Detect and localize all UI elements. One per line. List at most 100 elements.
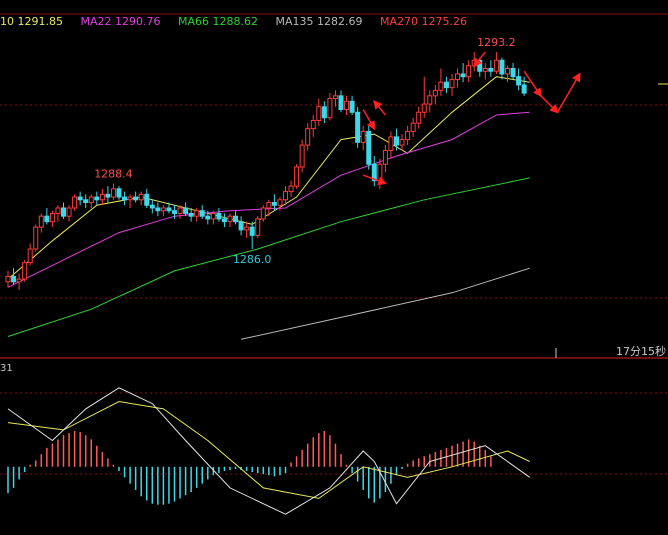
legend-ma10: 10 1291.85 xyxy=(0,15,67,28)
candle-body xyxy=(360,130,366,143)
candle-body xyxy=(521,84,527,94)
candle-body xyxy=(99,193,105,201)
legend-ma270-value: 1275.26 xyxy=(421,15,468,28)
candle-body xyxy=(399,139,405,146)
candle-body xyxy=(510,67,516,78)
legend-ma10-value: 1291.85 xyxy=(17,15,64,28)
legend-ma66: MA66 1288.62 xyxy=(178,15,262,28)
candle-body xyxy=(371,163,377,182)
candle-body xyxy=(44,215,50,223)
legend-ma22-value: 1290.76 xyxy=(115,15,161,28)
candle-body xyxy=(310,119,316,130)
trend-arrow xyxy=(473,51,486,68)
candle-body xyxy=(283,191,288,201)
candle-body xyxy=(344,100,350,111)
candle-body xyxy=(238,221,244,231)
candle-body xyxy=(133,196,139,201)
candle-body xyxy=(116,188,122,198)
candle-body xyxy=(183,207,189,214)
candle-body xyxy=(194,210,200,217)
ma-legend: 10 1291.85 MA22 1290.76 MA66 1288.62 MA1… xyxy=(0,14,481,30)
candle-body xyxy=(277,199,283,206)
candle-body xyxy=(438,81,444,91)
legend-ma270-label: MA270 xyxy=(380,15,419,28)
candle-body xyxy=(221,218,227,223)
candle-body xyxy=(94,196,100,201)
candle-body xyxy=(299,144,305,168)
candle-body xyxy=(233,215,239,223)
legend-ma22-label: MA22 xyxy=(80,15,112,28)
candle-body xyxy=(227,215,233,223)
candle-body xyxy=(443,81,449,89)
candle-body xyxy=(22,262,28,280)
candle-body xyxy=(72,196,78,209)
candle-body xyxy=(271,202,277,206)
candle-body xyxy=(421,103,427,113)
candle-body xyxy=(482,67,488,72)
candle-body xyxy=(332,95,338,100)
candle-body xyxy=(294,166,300,187)
oscillator-label: 31 xyxy=(0,363,13,374)
candle-body xyxy=(338,95,344,111)
candle-body xyxy=(349,100,355,113)
legend-ma22: MA22 1290.76 xyxy=(81,15,165,28)
candle-body xyxy=(321,106,327,119)
candle-body xyxy=(55,207,61,214)
legend-ma10-label: 10 xyxy=(0,15,14,28)
ma-line-1 xyxy=(7,111,530,288)
candle-body xyxy=(455,73,461,80)
candle-body xyxy=(488,67,494,72)
price-annotations: 1288.4 1286.0 1293.2 xyxy=(94,36,515,266)
candle-body xyxy=(27,248,33,264)
candle-body xyxy=(466,65,472,78)
candle-body xyxy=(366,130,372,165)
candle-body xyxy=(244,226,250,231)
legend-ma135: MA135 1282.69 xyxy=(276,15,367,28)
candle-body xyxy=(449,78,455,89)
trend-arrow xyxy=(523,70,542,98)
candle-body xyxy=(410,122,416,132)
candle-body xyxy=(477,59,483,72)
candle-body xyxy=(144,193,150,206)
candle-body xyxy=(160,207,166,212)
candle-body xyxy=(122,196,128,201)
bar-countdown-label: 17分15秒 xyxy=(616,345,666,358)
candle-body xyxy=(382,150,388,165)
legend-ma270: MA270 1275.26 xyxy=(380,15,467,28)
candle-body xyxy=(460,73,466,78)
candle-body xyxy=(149,204,155,209)
ma-line-3 xyxy=(240,267,530,340)
candle-body xyxy=(305,128,311,146)
price-annotation-1: 1286.0 xyxy=(233,253,272,266)
candle-body xyxy=(110,188,116,198)
candle-body xyxy=(155,207,161,212)
candle-body xyxy=(199,210,205,217)
legend-ma66-label: MA66 xyxy=(178,15,210,28)
candle-body xyxy=(61,207,66,217)
candle-body xyxy=(255,218,261,236)
candlesticks xyxy=(5,52,527,291)
candle-body xyxy=(33,226,39,250)
legend-ma135-label: MA135 xyxy=(275,15,314,28)
trend-arrow xyxy=(540,95,559,114)
trend-arrow xyxy=(362,109,376,131)
candle-body xyxy=(38,215,44,228)
grid-lines xyxy=(0,13,668,475)
candle-body xyxy=(105,193,111,198)
candle-body xyxy=(16,278,22,283)
price-annotation-2: 1293.2 xyxy=(477,36,516,49)
candle-body xyxy=(127,196,133,201)
candle-body xyxy=(499,59,505,75)
candle-body xyxy=(516,76,522,86)
trend-arrow xyxy=(373,99,386,116)
dea-line xyxy=(7,400,530,499)
candle-body xyxy=(249,226,255,236)
candle-body xyxy=(288,185,294,193)
legend-ma66-value: 1288.62 xyxy=(212,15,259,28)
candle-body xyxy=(377,163,383,182)
candle-body xyxy=(205,215,211,220)
trend-arrow xyxy=(362,174,388,186)
candle-body xyxy=(266,202,272,209)
candle-body xyxy=(316,106,322,121)
candle-body xyxy=(493,59,499,72)
